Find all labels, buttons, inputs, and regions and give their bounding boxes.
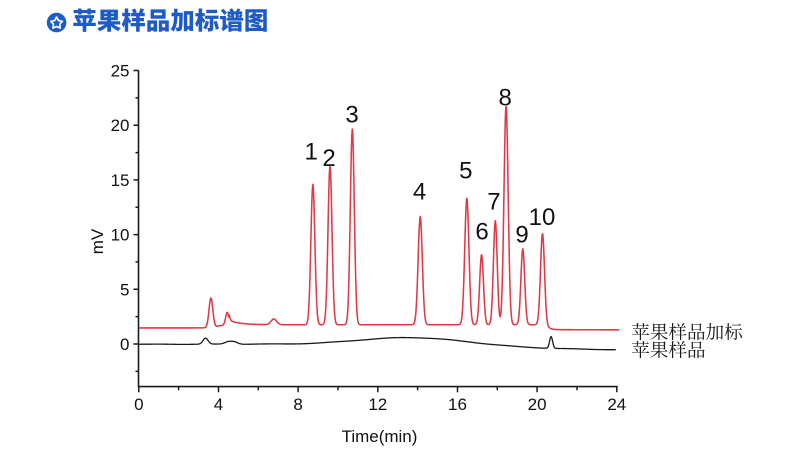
svg-text:0: 0 (120, 335, 129, 354)
svg-text:20: 20 (528, 395, 547, 414)
svg-text:15: 15 (111, 171, 130, 190)
svg-text:20: 20 (111, 116, 130, 135)
svg-text:Time(min): Time(min) (342, 427, 418, 446)
svg-text:10: 10 (529, 204, 556, 231)
svg-text:1: 1 (305, 139, 318, 166)
svg-text:4: 4 (413, 179, 426, 206)
svg-text:8: 8 (293, 395, 302, 414)
svg-text:6: 6 (475, 219, 488, 246)
svg-text:25: 25 (111, 62, 130, 81)
svg-text:0: 0 (134, 395, 143, 414)
svg-text:7: 7 (487, 189, 500, 216)
svg-text:24: 24 (607, 395, 626, 414)
svg-text:16: 16 (448, 395, 467, 414)
svg-text:2: 2 (322, 145, 335, 172)
svg-text:3: 3 (345, 102, 358, 129)
svg-text:8: 8 (499, 85, 512, 112)
svg-text:mV: mV (88, 228, 107, 254)
svg-text:9: 9 (515, 221, 528, 248)
svg-text:5: 5 (120, 280, 129, 299)
svg-text:12: 12 (368, 395, 387, 414)
svg-text:10: 10 (111, 226, 130, 245)
svg-text:5: 5 (459, 158, 472, 185)
svg-text:4: 4 (214, 395, 223, 414)
